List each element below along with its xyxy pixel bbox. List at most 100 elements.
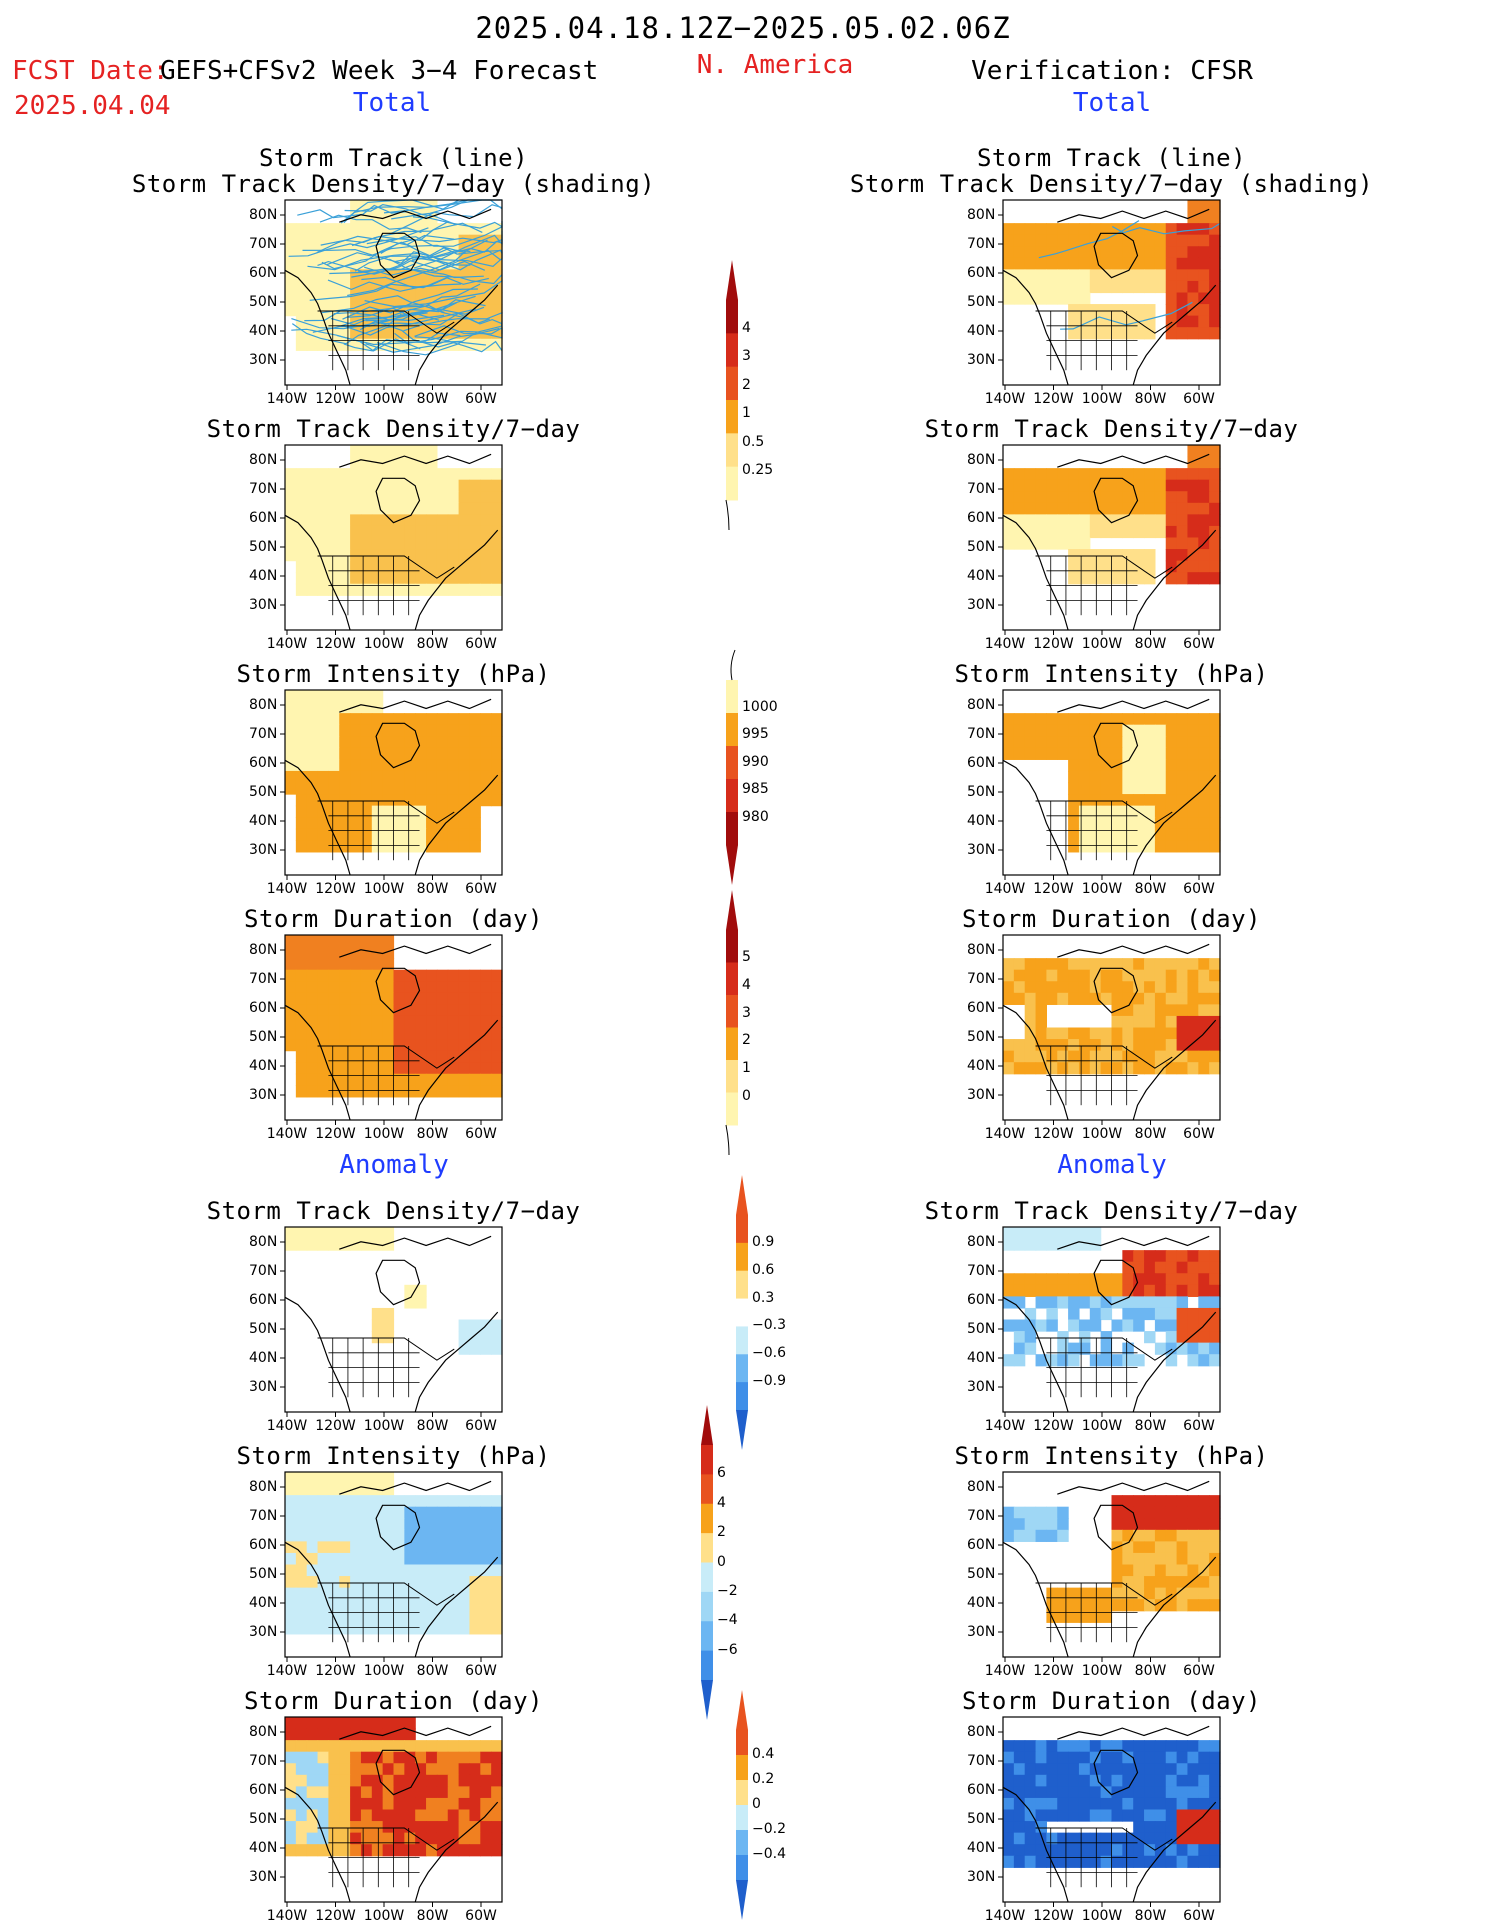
lat-tick-label: 30N xyxy=(249,1624,278,1640)
colorbar-label: −2 xyxy=(717,1582,738,1599)
lon-tick-label: 80W xyxy=(1134,1908,1167,1924)
panel-title: Storm Intensity (hPa) xyxy=(236,1442,551,1470)
lat-tick-label: 30N xyxy=(967,352,996,368)
lat-tick-label: 50N xyxy=(249,1566,278,1582)
colorbar-swatch xyxy=(726,333,738,368)
colorbar-duration-total xyxy=(725,890,738,1156)
colorbar-open-end xyxy=(725,499,730,531)
lon-tick-label: 100W xyxy=(363,636,405,652)
colorbar-label: −6 xyxy=(717,1641,738,1658)
lat-tick-label: 60N xyxy=(249,1000,278,1016)
colorbar-swatch xyxy=(726,930,738,963)
lat-tick-label: 60N xyxy=(967,265,996,281)
colorbar-tip-bottom xyxy=(726,845,738,885)
colorbar-swatch xyxy=(736,1215,748,1244)
panel-title: Storm Intensity (hPa) xyxy=(954,1442,1269,1470)
fcst-date-label: FCST Date: xyxy=(12,56,169,86)
colorbar-swatch xyxy=(701,1503,713,1534)
colorbar-label: 3 xyxy=(742,1004,751,1021)
lon-tick-label: 140W xyxy=(984,1418,1026,1434)
colorbar-swatch xyxy=(701,1621,713,1652)
anomaly-label-left: Anomaly xyxy=(339,1150,449,1180)
lon-tick-label: 100W xyxy=(363,1663,405,1679)
lat-tick-label: 40N xyxy=(967,1840,996,1856)
lat-tick-label: 80N xyxy=(249,697,278,713)
panel-title: Storm Track (line) xyxy=(258,144,529,172)
colorbar-swatch xyxy=(701,1650,713,1681)
colorbar-label: 980 xyxy=(742,808,769,825)
colorbar-label: 1 xyxy=(742,405,751,422)
lat-tick-label: 60N xyxy=(249,1292,278,1308)
lon-tick-label: 140W xyxy=(984,1663,1026,1679)
lon-tick-label: 60W xyxy=(1183,881,1215,897)
panel-title: Storm Intensity (hPa) xyxy=(236,660,551,688)
colorbar-label: 0.3 xyxy=(752,1289,775,1306)
colorbar-label: 0.9 xyxy=(752,1233,775,1250)
lon-tick-label: 80W xyxy=(416,1908,449,1924)
lat-tick-label: 50N xyxy=(967,784,996,800)
colorbar-swatch xyxy=(726,713,738,747)
lon-tick-label: 60W xyxy=(1183,636,1215,652)
lat-tick-label: 30N xyxy=(967,1869,996,1885)
panel-title: Storm Duration (day) xyxy=(244,1687,543,1715)
total-label-right: Total xyxy=(1072,88,1152,118)
colorbar-swatch xyxy=(726,433,738,468)
lat-tick-label: 40N xyxy=(967,1350,996,1366)
lat-tick-label: 80N xyxy=(967,1234,996,1250)
lon-tick-label: 100W xyxy=(1081,1126,1123,1142)
colorbar-label: 3 xyxy=(742,348,751,365)
colorbar-swatch xyxy=(701,1474,713,1505)
fcst-date-value: 2025.04.04 xyxy=(14,91,171,121)
lat-tick-label: 80N xyxy=(249,452,278,468)
lon-tick-label: 80W xyxy=(1134,636,1167,652)
colorbar-tip-top xyxy=(736,1175,748,1215)
lon-tick-label: 80W xyxy=(1134,881,1167,897)
colorbar-swatch xyxy=(736,1755,748,1781)
colorbar-label: 995 xyxy=(742,726,769,742)
lat-tick-label: 30N xyxy=(249,597,278,613)
lat-tick-label: 60N xyxy=(249,1782,278,1798)
lon-tick-label: 100W xyxy=(1081,391,1123,407)
panel-title: Storm Duration (day) xyxy=(244,905,543,933)
lon-tick-label: 100W xyxy=(363,391,405,407)
lat-tick-label: 70N xyxy=(249,1263,278,1279)
colorbar-tip-top xyxy=(701,1405,713,1445)
lon-tick-label: 60W xyxy=(465,1418,497,1434)
lat-tick-label: 40N xyxy=(967,568,996,584)
lat-tick-label: 50N xyxy=(967,294,996,310)
colorbar-swatch xyxy=(736,1298,748,1327)
lon-tick-label: 100W xyxy=(1081,1418,1123,1434)
lon-tick-label: 100W xyxy=(363,1126,405,1142)
colorbar-label: 0.5 xyxy=(742,433,765,450)
lon-tick-label: 140W xyxy=(984,881,1026,897)
region-label: N. America xyxy=(696,50,854,80)
lon-tick-label: 120W xyxy=(315,636,356,652)
lat-tick-label: 60N xyxy=(249,1537,278,1553)
lon-tick-label: 100W xyxy=(1081,1663,1123,1679)
lat-tick-label: 40N xyxy=(249,568,278,584)
lon-tick-label: 120W xyxy=(315,1418,356,1434)
lat-tick-label: 70N xyxy=(967,236,996,252)
lat-tick-label: 50N xyxy=(967,1029,996,1045)
lat-tick-label: 30N xyxy=(249,842,278,858)
lat-tick-label: 30N xyxy=(967,1087,996,1103)
lat-tick-label: 40N xyxy=(249,813,278,829)
colorbar-label: 0.6 xyxy=(752,1261,775,1278)
lat-tick-label: 80N xyxy=(967,1724,996,1740)
lat-tick-label: 60N xyxy=(967,755,996,771)
colorbar-swatch xyxy=(736,1326,748,1355)
lat-tick-label: 70N xyxy=(967,971,996,987)
colorbar-label: 2 xyxy=(717,1524,726,1541)
colorbar-label: 0.25 xyxy=(742,462,774,479)
lon-tick-label: 100W xyxy=(1081,881,1123,897)
lat-tick-label: 30N xyxy=(967,1379,996,1395)
lat-tick-label: 50N xyxy=(249,294,278,310)
colorbar-swatch xyxy=(726,466,738,501)
anomaly-label-right: Anomaly xyxy=(1057,1150,1167,1180)
colorbar-swatch xyxy=(701,1533,713,1563)
lon-tick-label: 60W xyxy=(1183,1663,1215,1679)
lon-tick-label: 120W xyxy=(315,1663,356,1679)
lat-tick-label: 40N xyxy=(249,1595,278,1611)
colorbar-label: −4 xyxy=(717,1612,738,1629)
